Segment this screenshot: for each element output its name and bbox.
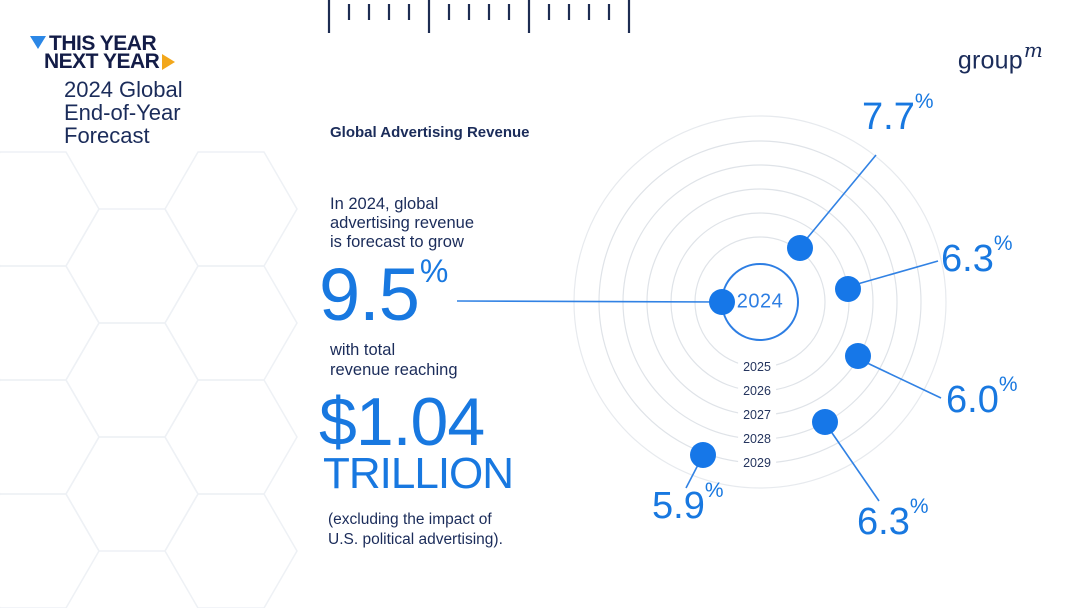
dot-2024 [709, 289, 735, 315]
groupm-logo-base: group [957, 46, 1023, 75]
intro-line: advertising revenue [330, 214, 475, 232]
dot-2027 [845, 343, 871, 369]
callout-number: 6.0 [946, 379, 999, 421]
growth-callout-2029: 5.9% [652, 479, 724, 527]
dot-2029 [690, 442, 716, 468]
callout-lines [456, 154, 942, 502]
callout-number: 6.3 [857, 501, 910, 543]
ring-label-2026: 2026 [738, 383, 776, 399]
percent-sign: % [993, 231, 1013, 255]
dot-2026 [835, 276, 861, 302]
subtitle-line: 2024 Global [64, 77, 183, 102]
percent-sign: % [704, 478, 724, 502]
brand-logo: THIS YEAR NEXT YEAR 2024 Global End-of-Y… [30, 32, 183, 147]
revenue-amount: $1.04 [319, 384, 485, 460]
subtitle-line: Forecast [64, 123, 150, 148]
section-title: Global Advertising Revenue [330, 124, 530, 141]
ring-label-2029: 2029 [738, 455, 776, 471]
data-dots [690, 235, 871, 468]
ring-label-2025: 2025 [738, 359, 776, 375]
percent-sign: % [909, 494, 929, 518]
revenue-unit: TRILLION [323, 449, 514, 498]
center-year-label: 2024 [736, 290, 784, 313]
dot-2028 [812, 409, 838, 435]
logo-text-next-year: NEXT YEAR [44, 50, 160, 73]
connector-2026 [853, 260, 939, 286]
footnote-line: U.S. political advertising). [328, 531, 503, 548]
connector-2024 [456, 300, 723, 303]
connector-2027 [862, 360, 942, 399]
intro-line: is forecast to grow [330, 233, 464, 251]
growth-callout-2025: 7.7% [862, 90, 934, 138]
percent-sign: % [419, 252, 449, 289]
dot-2025 [787, 235, 813, 261]
connector-2028 [829, 429, 880, 502]
groupm-logo-m: m [1023, 38, 1043, 62]
logo-line-2: NEXT YEAR [44, 50, 183, 73]
callout-number: 5.9 [652, 485, 705, 527]
subtitle-line: End-of-Year [64, 100, 181, 125]
yellow-triangle-right-icon [162, 53, 176, 70]
connector-2025 [803, 154, 877, 243]
mid-line: revenue reaching [330, 361, 458, 379]
growth-callout-2027: 6.0% [946, 373, 1018, 421]
report-subtitle: 2024 Global End-of-Year Forecast [64, 78, 183, 147]
growth-number: 9.5 [319, 253, 420, 336]
callout-number: 7.7 [862, 96, 915, 138]
mid-line: with total [330, 341, 396, 359]
ring-label-2027: 2027 [738, 407, 776, 423]
footnote: (excluding the impact of U.S. political … [328, 510, 503, 550]
ring-label-2028: 2028 [738, 431, 776, 447]
mid-text: with total revenue reaching [330, 340, 458, 380]
intro-text: In 2024, global advertising revenue is f… [330, 195, 474, 252]
groupm-logo: groupm [957, 38, 1043, 75]
percent-sign: % [914, 89, 934, 113]
percent-sign: % [998, 372, 1018, 396]
logo-line-1: THIS YEAR [30, 32, 183, 55]
logo-text-this-year: THIS YEAR [49, 32, 157, 55]
ruler-graphic [327, 0, 631, 33]
footnote-line: (excluding the impact of [328, 511, 492, 528]
callout-number: 6.3 [941, 238, 994, 280]
growth-callout-2028: 6.3% [857, 495, 929, 543]
blue-triangle-down-icon [30, 36, 46, 49]
growth-value-2024: 9.5% [319, 253, 448, 332]
growth-callout-2026: 6.3% [941, 232, 1013, 280]
intro-line: In 2024, global [330, 195, 439, 213]
